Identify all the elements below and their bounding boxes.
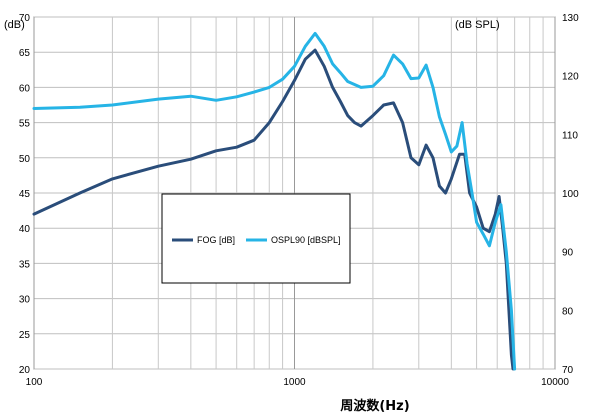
y-tick-left: 30	[19, 295, 31, 306]
grid-lines	[33, 16, 556, 370]
legend-label: OSPL90 [dBSPL]	[271, 235, 341, 245]
y-tick-right: 100	[562, 189, 579, 200]
legend-label: FOG [dB]	[197, 235, 235, 245]
y-tick-left: 20	[19, 365, 31, 376]
x-tick: 1000	[283, 377, 306, 388]
x-tick: 10000	[541, 377, 569, 388]
y-tick-left: 40	[19, 224, 31, 235]
y-tick-right: 120	[562, 72, 579, 83]
y-tick-left: 45	[19, 189, 31, 200]
axes: 20 25 30 35 40 45 50 55 60 65 70 70 80 90 100 110 120 130…	[19, 13, 579, 388]
y-tick-right: 70	[562, 365, 574, 376]
x-tick: 100	[26, 377, 43, 388]
y-tick-left: 55	[19, 119, 31, 130]
y-tick-right: 80	[562, 306, 574, 317]
y-tick-left: 50	[19, 154, 31, 165]
y-tick-left: 70	[19, 13, 31, 24]
y-tick-left: 60	[19, 83, 31, 94]
y-tick-right: 90	[562, 248, 574, 259]
series-lines	[32, 31, 517, 371]
series-line-fog	[32, 48, 515, 371]
y-tick-left: 25	[19, 330, 31, 341]
y-axis-left-label: (dB)	[4, 19, 25, 31]
legend: FOG [dB] OSPL90 [dBSPL]	[161, 193, 351, 284]
y-axis-right-label: (dB SPL)	[455, 19, 500, 31]
y-tick-left: 35	[19, 259, 31, 270]
y-tick-left: 65	[19, 48, 31, 59]
x-axis-label: 周波数(Hz)	[340, 398, 409, 413]
y-tick-right: 110	[562, 130, 578, 141]
y-tick-right: 130	[562, 13, 579, 24]
series-line-ospl90	[32, 31, 517, 371]
